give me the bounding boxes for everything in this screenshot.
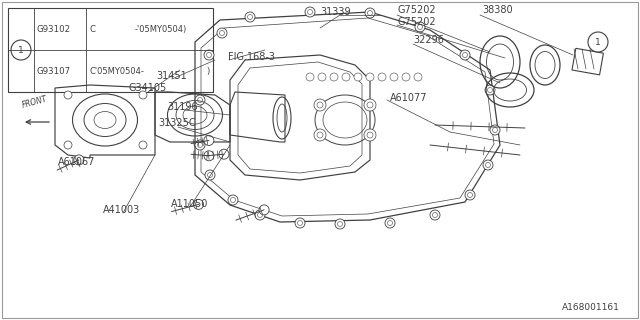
Circle shape — [402, 73, 410, 81]
Circle shape — [317, 132, 323, 138]
Text: 31451: 31451 — [157, 71, 188, 81]
Circle shape — [417, 25, 422, 29]
Text: 1: 1 — [18, 45, 24, 54]
Circle shape — [354, 73, 362, 81]
Circle shape — [390, 73, 398, 81]
Circle shape — [207, 52, 211, 58]
Circle shape — [483, 160, 493, 170]
Circle shape — [305, 7, 315, 17]
Circle shape — [378, 73, 386, 81]
Text: 31196: 31196 — [168, 102, 198, 112]
Text: 31325C: 31325C — [158, 118, 196, 128]
Circle shape — [307, 10, 312, 14]
Circle shape — [415, 22, 425, 32]
Circle shape — [588, 32, 608, 52]
Circle shape — [433, 212, 438, 218]
Text: G75202: G75202 — [397, 17, 436, 27]
Circle shape — [467, 193, 472, 197]
Text: C'05MY0504-: C'05MY0504- — [89, 67, 144, 76]
Circle shape — [463, 52, 467, 58]
Text: FIG.168-3: FIG.168-3 — [228, 52, 275, 62]
Circle shape — [220, 30, 225, 36]
Circle shape — [64, 91, 72, 99]
Text: 1: 1 — [595, 37, 601, 46]
Circle shape — [364, 129, 376, 141]
Bar — [8, 8, 213, 92]
Circle shape — [367, 132, 373, 138]
Circle shape — [330, 73, 338, 81]
Text: A168001161: A168001161 — [562, 303, 620, 312]
Circle shape — [139, 141, 147, 149]
Text: G93107: G93107 — [36, 67, 70, 76]
Circle shape — [198, 142, 202, 148]
Circle shape — [317, 102, 323, 108]
Circle shape — [430, 210, 440, 220]
Circle shape — [64, 141, 72, 149]
Text: A61077: A61077 — [390, 93, 428, 103]
Circle shape — [195, 140, 205, 150]
Circle shape — [11, 40, 31, 60]
Circle shape — [248, 14, 253, 20]
Text: G34105: G34105 — [129, 83, 167, 93]
Circle shape — [385, 218, 395, 228]
Circle shape — [259, 205, 269, 215]
Circle shape — [193, 199, 204, 209]
Circle shape — [205, 170, 215, 180]
Text: C: C — [89, 25, 95, 34]
Text: 32296: 32296 — [413, 35, 444, 45]
Circle shape — [207, 172, 212, 178]
Circle shape — [314, 99, 326, 111]
Circle shape — [493, 127, 497, 132]
Circle shape — [367, 11, 372, 15]
Text: A41003: A41003 — [104, 205, 141, 215]
Circle shape — [335, 219, 345, 229]
Circle shape — [245, 12, 255, 22]
Text: G93102: G93102 — [36, 25, 70, 34]
Circle shape — [306, 73, 314, 81]
Circle shape — [198, 98, 202, 102]
Circle shape — [460, 50, 470, 60]
Circle shape — [366, 73, 374, 81]
Circle shape — [387, 220, 392, 226]
Text: 38380: 38380 — [482, 5, 513, 15]
Circle shape — [314, 129, 326, 141]
Text: A11050: A11050 — [172, 199, 209, 209]
Text: -'05MY0504): -'05MY0504) — [135, 25, 188, 34]
Text: 31339: 31339 — [320, 7, 351, 17]
Circle shape — [337, 221, 342, 227]
Circle shape — [295, 218, 305, 228]
Circle shape — [204, 50, 214, 60]
Circle shape — [257, 212, 262, 218]
Circle shape — [74, 155, 84, 165]
Circle shape — [139, 91, 147, 99]
Circle shape — [367, 102, 373, 108]
Text: A61067: A61067 — [58, 157, 96, 167]
Circle shape — [204, 151, 214, 161]
Circle shape — [364, 99, 376, 111]
Circle shape — [219, 149, 229, 159]
Circle shape — [414, 73, 422, 81]
Text: FRONT: FRONT — [21, 95, 49, 110]
Circle shape — [217, 28, 227, 38]
Circle shape — [365, 8, 375, 18]
Text: ): ) — [207, 67, 210, 76]
Circle shape — [490, 125, 500, 135]
Bar — [572, 48, 604, 75]
Circle shape — [230, 197, 236, 203]
Circle shape — [318, 73, 326, 81]
Text: G75202: G75202 — [397, 5, 436, 15]
Circle shape — [485, 85, 495, 95]
Circle shape — [488, 87, 493, 92]
Circle shape — [204, 135, 214, 145]
Circle shape — [486, 163, 490, 167]
Circle shape — [342, 73, 350, 81]
Circle shape — [298, 220, 303, 226]
Circle shape — [255, 210, 265, 220]
Circle shape — [465, 190, 475, 200]
Circle shape — [195, 95, 205, 105]
Circle shape — [228, 195, 238, 205]
